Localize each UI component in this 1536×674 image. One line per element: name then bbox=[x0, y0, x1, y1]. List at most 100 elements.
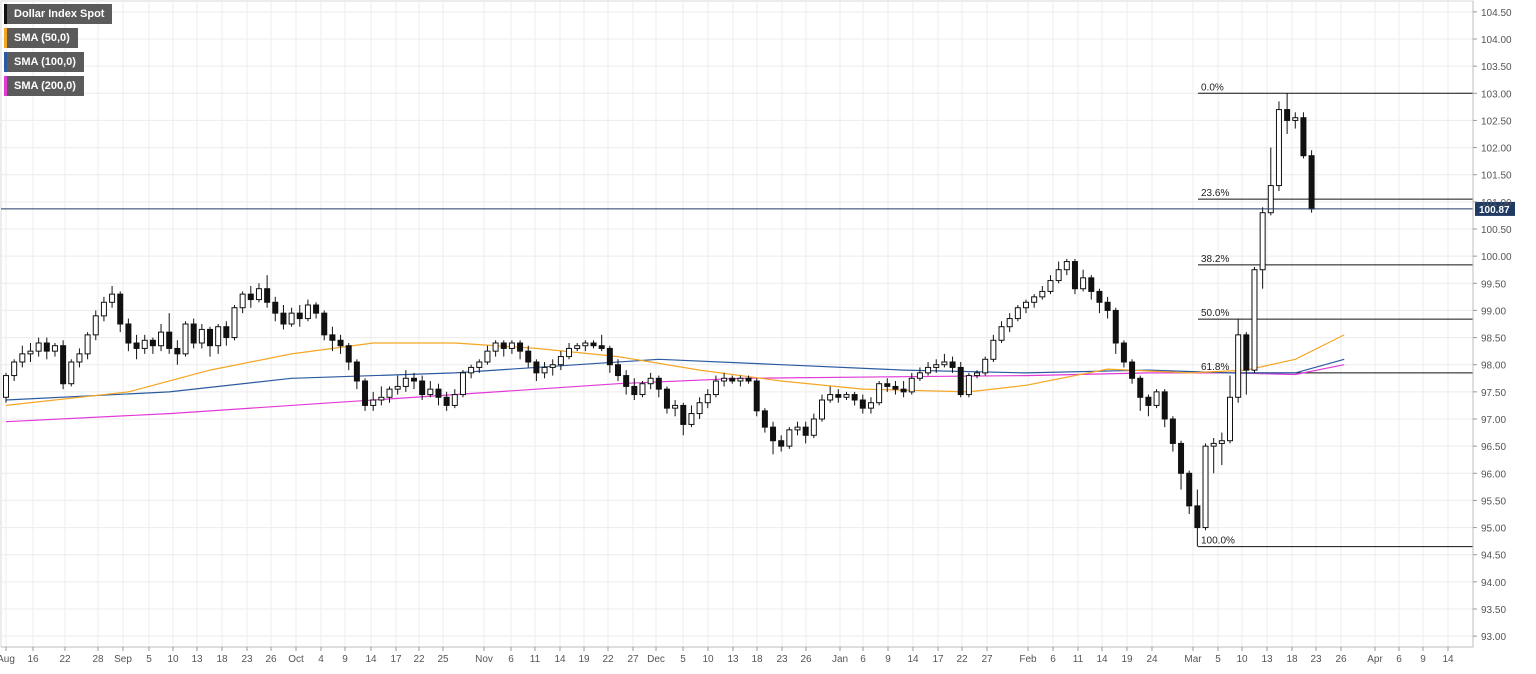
candle-up bbox=[109, 293, 116, 303]
candle-down bbox=[1137, 377, 1144, 398]
candle-up bbox=[541, 366, 548, 374]
candle-up bbox=[1080, 277, 1087, 290]
candle-up bbox=[982, 358, 989, 374]
candle-up bbox=[100, 301, 107, 317]
y-tick-label: 98.50 bbox=[1481, 334, 1506, 345]
x-tick-label: Feb bbox=[1019, 654, 1037, 665]
x-tick-label: 18 bbox=[1286, 654, 1298, 665]
candle-up bbox=[51, 345, 58, 352]
candle-down bbox=[753, 380, 760, 412]
candle-up bbox=[1039, 290, 1046, 298]
y-tick-label: 95.00 bbox=[1481, 524, 1506, 535]
candle-up bbox=[1047, 280, 1054, 292]
legend-item-sma50[interactable]: SMA (50,0) bbox=[4, 28, 78, 48]
fib-label: 23.6% bbox=[1201, 188, 1229, 199]
candle-up bbox=[566, 347, 573, 358]
legend-swatch bbox=[4, 28, 7, 48]
y-tick-label: 99.00 bbox=[1481, 306, 1506, 317]
candle-down bbox=[149, 339, 156, 347]
candle-down bbox=[623, 375, 630, 387]
candle-up bbox=[647, 377, 654, 385]
x-tick-label: 11 bbox=[530, 654, 541, 665]
candle-up bbox=[68, 361, 75, 385]
candle-down bbox=[1145, 396, 1152, 406]
candle-up bbox=[1235, 334, 1242, 398]
candle-up bbox=[908, 377, 915, 393]
y-tick-label: 102.50 bbox=[1481, 116, 1512, 127]
candle-down bbox=[190, 323, 197, 344]
legend-label: Dollar Index Spot bbox=[14, 8, 105, 20]
candle-down bbox=[655, 377, 662, 390]
candle-down bbox=[272, 301, 279, 314]
candle-down bbox=[60, 345, 67, 385]
candle-up bbox=[92, 315, 99, 336]
x-tick-label: 13 bbox=[727, 654, 739, 665]
candle-up bbox=[786, 429, 793, 447]
candle-down bbox=[313, 304, 320, 314]
candle-down bbox=[1129, 361, 1136, 379]
candle-up bbox=[1251, 269, 1258, 371]
candle-down bbox=[900, 388, 907, 393]
candle-down bbox=[802, 426, 809, 436]
x-tick-label: Apr bbox=[1367, 654, 1383, 665]
y-tick-label: 94.00 bbox=[1481, 578, 1506, 589]
candle-down bbox=[745, 377, 752, 382]
y-tick-label: 101.00 bbox=[1481, 198, 1512, 209]
x-tick-label: 17 bbox=[932, 654, 944, 665]
candle-down bbox=[296, 312, 303, 320]
x-tick-label: 22 bbox=[602, 654, 614, 665]
candle-down bbox=[631, 385, 638, 396]
x-tick-label: 23 bbox=[1310, 654, 1322, 665]
y-tick-label: 97.00 bbox=[1481, 415, 1506, 426]
x-tick-label: 14 bbox=[554, 654, 566, 665]
y-tick-label: 100.50 bbox=[1481, 225, 1512, 236]
candle-up bbox=[476, 361, 483, 368]
y-tick-label: 93.50 bbox=[1481, 605, 1506, 616]
candle-down bbox=[533, 361, 540, 374]
y-tick-label: 96.00 bbox=[1481, 469, 1506, 480]
candle-up bbox=[672, 404, 679, 409]
candle-up bbox=[1153, 391, 1160, 406]
legend-item-sma100[interactable]: SMA (100,0) bbox=[4, 52, 84, 72]
legend-item-price[interactable]: Dollar Index Spot bbox=[4, 4, 113, 24]
y-tick-label: 103.00 bbox=[1481, 89, 1512, 100]
candle-down bbox=[500, 342, 507, 349]
candle-up bbox=[255, 288, 262, 301]
candle-down bbox=[280, 312, 287, 325]
candle-up bbox=[370, 399, 377, 406]
candle-up bbox=[468, 366, 475, 374]
candle-up bbox=[141, 339, 148, 349]
candle-up bbox=[549, 364, 556, 368]
candle-down bbox=[125, 323, 132, 344]
y-tick-label: 96.50 bbox=[1481, 442, 1506, 453]
candle-down bbox=[1112, 309, 1119, 344]
current-price-label: 100.87 bbox=[1479, 205, 1510, 216]
candle-up bbox=[639, 383, 646, 396]
x-tick-label: 25 bbox=[437, 654, 449, 665]
x-tick-label: 6 bbox=[1050, 654, 1056, 665]
candle-up bbox=[704, 394, 711, 404]
candle-down bbox=[443, 396, 450, 406]
candle-up bbox=[810, 418, 817, 436]
x-tick-label: 16 bbox=[27, 654, 39, 665]
candle-up bbox=[1267, 185, 1274, 214]
candle-down bbox=[353, 361, 360, 382]
legend-item-sma200[interactable]: SMA (200,0) bbox=[4, 76, 84, 96]
x-tick-label: 14 bbox=[1096, 654, 1108, 665]
x-tick-label: 28 bbox=[92, 654, 104, 665]
candle-down bbox=[1161, 391, 1168, 420]
legend-label: SMA (50,0) bbox=[14, 32, 70, 44]
x-tick-label: 10 bbox=[1236, 654, 1248, 665]
candle-down bbox=[761, 410, 768, 428]
candle-up bbox=[1006, 318, 1013, 328]
candle-up bbox=[867, 402, 874, 409]
candle-up bbox=[965, 375, 972, 396]
y-tick-label: 95.50 bbox=[1481, 496, 1506, 507]
x-tick-label: Oct bbox=[288, 654, 304, 665]
x-tick-label: 17 bbox=[390, 654, 402, 665]
legend-swatch bbox=[4, 76, 7, 96]
candle-down bbox=[615, 364, 621, 377]
candle-up bbox=[1014, 307, 1021, 320]
grid bbox=[1, 1, 1473, 647]
